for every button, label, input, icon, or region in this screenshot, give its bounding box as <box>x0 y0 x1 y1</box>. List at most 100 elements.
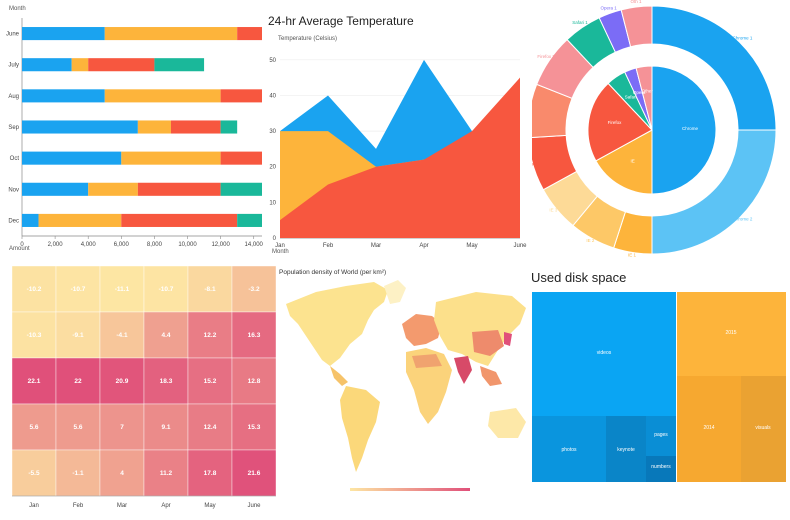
bar-segment <box>22 120 138 134</box>
bar-segment <box>170 120 221 134</box>
y-tick-label: July <box>8 63 19 69</box>
y-tick-label: 0 <box>273 236 277 242</box>
x-tick-label: 8,000 <box>147 242 163 248</box>
slice-label: Other <box>642 88 654 93</box>
heatmap-value: 18.3 <box>160 378 173 385</box>
slice-label: Firefox <box>608 120 623 125</box>
bar-segment <box>237 27 262 41</box>
label-visuals: visuals <box>755 425 771 431</box>
heatmap-value: -11.1 <box>115 286 130 293</box>
slice-label: Opera 1 <box>601 6 618 11</box>
label-keynote: keynote <box>617 447 635 453</box>
heatmap-x-label: Jan <box>29 503 39 509</box>
heatmap-cell <box>187 357 233 405</box>
heatmap-x-label: May <box>204 503 215 509</box>
bar-segment <box>237 213 262 227</box>
heatmap-cell <box>55 265 101 313</box>
heatmap-cell <box>99 311 145 359</box>
heatmap-cell <box>143 449 189 497</box>
heatmap-value: 22.1 <box>28 378 41 385</box>
area-svg: 24-hr Average Temperature Temperature (C… <box>268 14 527 255</box>
heatmap-cell <box>231 265 276 313</box>
x-axis-title: Amount <box>9 246 30 252</box>
tile-pages <box>646 416 676 456</box>
heatmap-value: 16.3 <box>248 332 261 339</box>
europe-shape <box>402 314 442 346</box>
heatmap-value: -10.7 <box>71 286 86 293</box>
southeast-asia-shape <box>480 366 502 386</box>
heatmap-svg: -10.2 -10.7 -11.1 -10.7 -8.1 -3.2 -10.3 -9.1 -4.… <box>11 265 276 509</box>
east-asia-shape <box>504 332 512 346</box>
heatmap-cell <box>231 449 276 497</box>
heatmap-value: 20.9 <box>116 378 129 385</box>
bar-segment <box>121 213 238 227</box>
heatmap-value: 17.8 <box>204 470 217 477</box>
bar-segment <box>22 182 89 196</box>
bar-segment <box>88 58 155 72</box>
bar-segment <box>220 89 262 103</box>
y-tick-label: 50 <box>269 58 276 64</box>
bar-segment <box>22 58 72 72</box>
donut-slice <box>595 129 653 195</box>
tile-videos <box>532 292 676 416</box>
area-y-axis-title: Temperature (Celsius) <box>278 36 337 42</box>
central-america-shape <box>330 366 348 386</box>
x-tick-label: 12,000 <box>211 242 230 248</box>
x-tick-label: Mar <box>371 243 381 249</box>
y-tick-label: 40 <box>269 93 276 99</box>
donut-chart: Chrome 1 Chrome 2 IE 1 IE 2 IE 3 Firefox 1 Fir… <box>532 0 790 262</box>
heatmap-cell <box>187 265 233 313</box>
bar-segment <box>220 151 262 165</box>
donut-slice <box>651 65 717 195</box>
y-tick-label: Dec <box>8 218 19 224</box>
y-tick-label: June <box>6 32 20 38</box>
x-tick-label: 4,000 <box>81 242 97 248</box>
x-tick-label: 0 <box>20 242 24 248</box>
tile-2014 <box>677 376 741 482</box>
slice-label: Opera <box>633 90 646 95</box>
slice-label: Oth 1 <box>630 0 642 4</box>
bar-segment <box>22 151 122 165</box>
bar-segment <box>22 89 105 103</box>
y-tick-label: 30 <box>269 129 276 135</box>
bar-segment <box>121 151 221 165</box>
heatmap-value: 12.4 <box>204 424 217 431</box>
heatmap-cell <box>11 357 57 405</box>
bar-segment <box>104 27 238 41</box>
slice-label: Firefox 3 <box>537 54 555 59</box>
bar-segment <box>38 213 122 227</box>
treemap-chart: Used disk space videos 2015 photos keyno… <box>528 262 790 520</box>
label-photos: photos <box>561 447 577 453</box>
heatmap-value: 22 <box>74 378 82 385</box>
heatmap-cell <box>187 449 233 497</box>
heatmap-chart: -10.2 -10.7 -11.1 -10.7 -8.1 -3.2 -10.3 -9.1 -4.… <box>0 262 276 520</box>
slice-label: Safari <box>625 95 637 100</box>
slice-label: Chrome 2 <box>733 217 753 222</box>
bar-segment <box>137 182 221 196</box>
y-axis-title: Month <box>9 6 26 12</box>
area-chart: 24-hr Average Temperature Temperature (C… <box>262 0 532 262</box>
tile-keynote <box>606 416 646 482</box>
area-chart-title: 24-hr Average Temperature <box>268 14 414 28</box>
slice-label: Chrome <box>682 126 699 131</box>
bar-segment <box>220 182 262 196</box>
slice-label: Safari 1 <box>572 20 588 25</box>
heatmap-value: -5.5 <box>28 470 40 477</box>
heatmap-value: 4 <box>120 470 124 477</box>
heatmap-cell <box>11 403 57 451</box>
slice-label: IE 2 <box>586 238 595 243</box>
north-america-shape <box>286 282 388 366</box>
heatmap-value: 21.6 <box>248 470 261 477</box>
donut-slice <box>635 65 653 131</box>
heatmap-cell <box>143 403 189 451</box>
heatmap-value: -10.3 <box>27 332 42 339</box>
heatmap-value: 12.2 <box>204 332 217 339</box>
heatmap-value: -3.2 <box>248 286 260 293</box>
x-tick-label: 14,000 <box>245 242 264 248</box>
map-title: Population density of World (per km²) <box>279 269 386 276</box>
donut-svg: Chrome 1 Chrome 2 IE 1 IE 2 IE 3 Firefox 1 Fir… <box>532 0 777 257</box>
china-shape <box>472 330 504 356</box>
label-videos: videos <box>597 350 612 356</box>
stacked-bar-chart: Month Amount June July Aug Sep Oct Nov Dec 0 2,0… <box>0 0 270 262</box>
area-series <box>280 77 520 239</box>
